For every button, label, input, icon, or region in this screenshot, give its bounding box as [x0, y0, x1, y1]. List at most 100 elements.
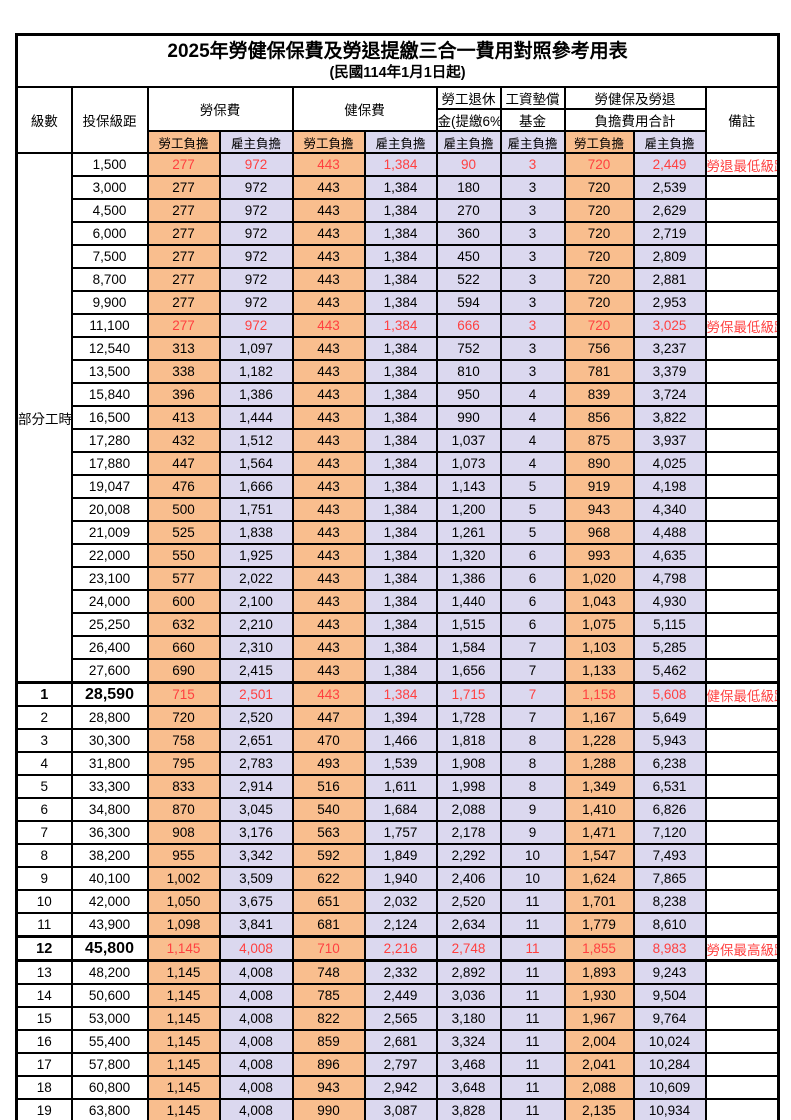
remark-cell	[704, 290, 780, 315]
table-row: 16,500 413 1,444 443 1,384 990 4 856 3,822	[17, 405, 780, 430]
value-cell: 3	[499, 359, 566, 384]
value-cell: 2,310	[218, 635, 294, 660]
value-cell: 1,384	[363, 612, 438, 637]
table-row: 21,009 525 1,838 443 1,384 1,261 5 968 4,488	[17, 520, 780, 545]
value-cell: 6,826	[632, 797, 707, 822]
value-cell: 443	[291, 520, 366, 545]
value-cell: 10	[499, 843, 566, 868]
value-cell: 1,384	[363, 543, 438, 568]
value-cell: 413	[146, 405, 221, 430]
value-cell: 1,757	[363, 820, 438, 845]
value-cell: 3,675	[218, 889, 294, 914]
level-cell: 16	[15, 1029, 73, 1054]
value-cell: 943	[563, 497, 635, 522]
value-cell: 4,008	[218, 1098, 294, 1120]
bracket-cell: 15,840	[70, 382, 149, 407]
value-cell: 1,145	[146, 1006, 221, 1031]
value-cell: 758	[146, 728, 221, 753]
subheader-labor-employee: 勞工負擔	[146, 130, 221, 154]
value-cell: 990	[291, 1098, 366, 1120]
bracket-cell: 30,300	[70, 728, 149, 753]
bracket-cell: 22,000	[70, 543, 149, 568]
value-cell: 972	[218, 290, 294, 315]
remark-cell	[704, 382, 780, 407]
value-cell: 7,493	[632, 843, 707, 868]
value-cell: 11	[499, 983, 566, 1008]
value-cell: 1,384	[363, 428, 438, 453]
value-cell: 1,512	[218, 428, 294, 453]
table-row: 16 55,400 1,145 4,008 859 2,681 3,324 11 2,004 10…	[15, 1029, 780, 1054]
value-cell: 890	[563, 451, 635, 476]
value-cell: 720	[563, 244, 635, 269]
value-cell: 2,651	[218, 728, 294, 753]
value-cell: 2,565	[363, 1006, 438, 1031]
value-cell: 1,384	[363, 497, 438, 522]
value-cell: 11	[499, 1029, 566, 1054]
value-cell: 1,098	[146, 912, 221, 938]
value-cell: 493	[291, 751, 366, 776]
bracket-cell: 19,047	[70, 474, 149, 499]
subheader-labor-employer: 雇主負擔	[218, 130, 294, 154]
value-cell: 1,701	[563, 889, 635, 914]
bracket-cell: 16,500	[70, 405, 149, 430]
remark-cell: 勞退最低級距	[704, 152, 780, 177]
value-cell: 1,384	[363, 198, 438, 223]
value-cell: 1,145	[146, 1052, 221, 1077]
value-cell: 7	[499, 681, 566, 707]
value-cell: 3,176	[218, 820, 294, 845]
value-cell: 550	[146, 543, 221, 568]
value-cell: 1,684	[363, 797, 438, 822]
value-cell: 720	[563, 175, 635, 200]
value-cell: 2,719	[632, 221, 707, 246]
value-cell: 6	[499, 566, 566, 591]
value-cell: 1,611	[363, 774, 438, 799]
remark-cell	[704, 244, 780, 269]
value-cell: 756	[563, 336, 635, 361]
value-cell: 660	[146, 635, 221, 660]
value-cell: 8	[499, 774, 566, 799]
column-header-pension-line1: 勞工退休	[435, 86, 502, 110]
value-cell: 1,908	[435, 751, 502, 776]
value-cell: 540	[291, 797, 366, 822]
value-cell: 90	[435, 152, 502, 177]
value-cell: 6,238	[632, 751, 707, 776]
value-cell: 443	[291, 428, 366, 453]
value-cell: 10,934	[632, 1098, 707, 1120]
remark-cell	[704, 428, 780, 453]
value-cell: 720	[563, 313, 635, 338]
value-cell: 2,629	[632, 198, 707, 223]
column-header-total-line1: 勞健保及勞退	[563, 86, 707, 110]
bracket-cell: 38,200	[70, 843, 149, 868]
value-cell: 1,020	[563, 566, 635, 591]
value-cell: 2,449	[363, 983, 438, 1008]
bracket-cell: 17,280	[70, 428, 149, 453]
table-row: 17,280 432 1,512 443 1,384 1,037 4 875 3,937	[17, 428, 780, 453]
remark-cell	[704, 1075, 780, 1100]
value-cell: 2,088	[435, 797, 502, 822]
value-cell: 1,384	[363, 589, 438, 614]
value-cell: 443	[291, 382, 366, 407]
value-cell: 1,075	[563, 612, 635, 637]
value-cell: 2,415	[218, 658, 294, 684]
value-cell: 785	[291, 983, 366, 1008]
value-cell: 8	[499, 751, 566, 776]
value-cell: 277	[146, 175, 221, 200]
value-cell: 8,610	[632, 912, 707, 938]
table-row: 8,700 277 972 443 1,384 522 3 720 2,881	[17, 267, 780, 292]
value-cell: 1,384	[363, 382, 438, 407]
value-cell: 4	[499, 382, 566, 407]
value-cell: 9,504	[632, 983, 707, 1008]
value-cell: 720	[563, 198, 635, 223]
table-row: 19 63,800 1,145 4,008 990 3,087 3,828 11 2,135 10…	[15, 1098, 780, 1120]
level-cell: 6	[15, 797, 73, 822]
value-cell: 3,509	[218, 866, 294, 891]
value-cell: 11	[499, 912, 566, 938]
bracket-cell: 31,800	[70, 751, 149, 776]
remark-cell	[704, 797, 780, 822]
value-cell: 1,145	[146, 1029, 221, 1054]
value-cell: 443	[291, 267, 366, 292]
bracket-cell: 6,000	[70, 221, 149, 246]
value-cell: 6	[499, 543, 566, 568]
value-cell: 4,008	[218, 935, 294, 962]
